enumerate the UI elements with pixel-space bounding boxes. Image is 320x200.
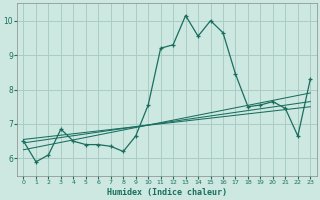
X-axis label: Humidex (Indice chaleur): Humidex (Indice chaleur) [107, 188, 227, 197]
